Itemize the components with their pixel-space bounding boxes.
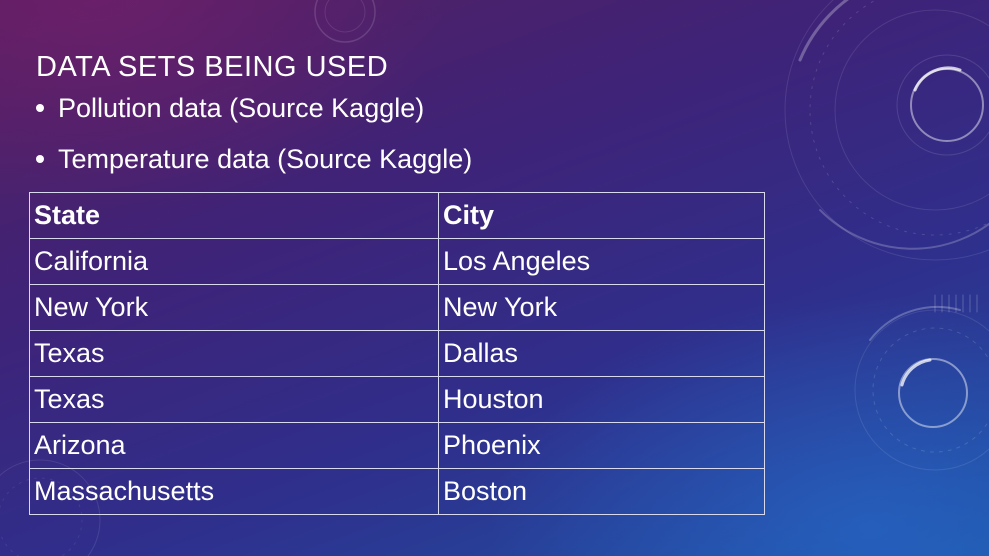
cell-city: Houston bbox=[438, 376, 765, 423]
table-header-row: State City bbox=[29, 192, 765, 239]
cell-city: Los Angeles bbox=[438, 238, 765, 285]
state-city-table: State City California Los Angeles New Yo… bbox=[29, 192, 765, 515]
bullet-list: Pollution data (Source Kaggle) Temperatu… bbox=[36, 90, 472, 192]
header-city: City bbox=[438, 192, 765, 239]
cell-city: Phoenix bbox=[438, 422, 765, 469]
cell-state: Texas bbox=[29, 330, 439, 377]
table-row: California Los Angeles bbox=[29, 238, 765, 285]
cell-city: Boston bbox=[438, 468, 765, 515]
table-row: Massachusetts Boston bbox=[29, 468, 765, 515]
cell-state: New York bbox=[29, 284, 439, 331]
table-row: Arizona Phoenix bbox=[29, 422, 765, 469]
cell-city: New York bbox=[438, 284, 765, 331]
table-row: Texas Dallas bbox=[29, 330, 765, 377]
table-row: New York New York bbox=[29, 284, 765, 331]
bullet-item: Pollution data (Source Kaggle) bbox=[36, 90, 472, 126]
cell-state: Texas bbox=[29, 376, 439, 423]
slide-title: DATA SETS BEING USED bbox=[36, 51, 389, 83]
bullet-text: Temperature data (Source Kaggle) bbox=[58, 143, 473, 174]
bullet-item: Temperature data (Source Kaggle) bbox=[36, 141, 472, 177]
cell-state: Massachusetts bbox=[29, 468, 439, 515]
header-state: State bbox=[29, 192, 439, 239]
bullet-dot-icon bbox=[36, 104, 44, 112]
cell-state: California bbox=[29, 238, 439, 285]
cell-state: Arizona bbox=[29, 422, 439, 469]
table-row: Texas Houston bbox=[29, 376, 765, 423]
bullet-dot-icon bbox=[36, 155, 44, 163]
bullet-text: Pollution data (Source Kaggle) bbox=[58, 92, 425, 123]
cell-city: Dallas bbox=[438, 330, 765, 377]
